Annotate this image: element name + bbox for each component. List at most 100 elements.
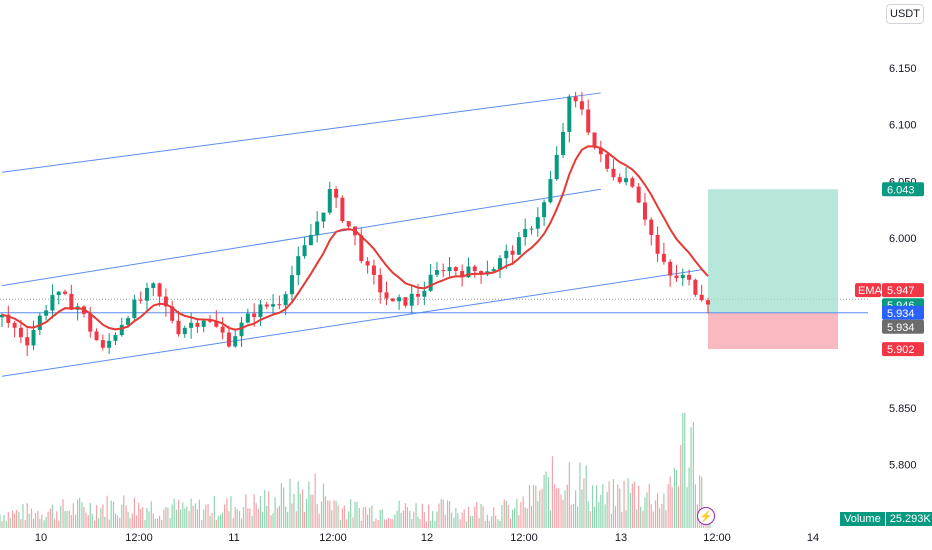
volume-bar <box>511 509 514 528</box>
candle <box>579 91 584 116</box>
volume-bar <box>621 511 623 528</box>
candle <box>144 282 149 312</box>
candle <box>157 282 162 307</box>
volume-bar <box>425 521 427 528</box>
candle-body <box>668 261 673 276</box>
candle <box>687 269 692 286</box>
currency-selector-button[interactable]: USDT <box>886 4 924 24</box>
time-axis[interactable]: 10 12:00 11 12:00 12 12:00 13 12:00 14 <box>35 532 819 544</box>
candle <box>441 263 446 278</box>
volume-bar <box>352 517 354 528</box>
volume-bar <box>93 520 96 528</box>
volume-bar <box>0 514 1 528</box>
volume-bar <box>638 485 640 528</box>
candle-body <box>44 310 49 316</box>
volume-bar <box>12 510 14 528</box>
candle <box>642 192 647 226</box>
candle <box>460 264 465 287</box>
volume-bar <box>301 489 304 528</box>
volume-bar <box>480 504 482 528</box>
ema-price-badge-bg <box>882 283 924 298</box>
entry-price-badge: 5.934 <box>887 308 915 320</box>
candle <box>283 291 288 316</box>
volume-bar <box>100 508 102 528</box>
candle-body <box>529 228 534 230</box>
volume-bar <box>606 491 608 528</box>
candle-body <box>327 188 332 213</box>
volume-bar <box>541 488 543 528</box>
volume-bar <box>532 484 535 528</box>
volume-bar <box>625 510 627 528</box>
volume-bar <box>154 518 156 528</box>
volume-bar <box>112 501 115 528</box>
candle-body <box>674 275 679 279</box>
candle-body <box>378 274 383 293</box>
candle-body <box>390 298 395 302</box>
candle-body <box>624 178 629 183</box>
volume-bar <box>249 508 251 528</box>
volume-bar <box>16 509 18 528</box>
candle <box>554 146 559 181</box>
candle-body <box>605 154 610 169</box>
volume-bar <box>400 513 402 528</box>
volume-bar <box>503 499 505 528</box>
volume-bar <box>171 504 173 528</box>
volume-bar <box>142 507 144 528</box>
volume-bar <box>184 508 186 528</box>
ema-line <box>1 145 709 331</box>
volume-bar <box>423 512 425 528</box>
channel-line-3 <box>1 269 702 377</box>
candle <box>327 181 332 215</box>
volume-bar <box>526 508 528 528</box>
volume-bar <box>411 518 413 528</box>
risk-reward-zones[interactable] <box>708 189 838 350</box>
candle <box>37 312 42 336</box>
candle <box>50 284 55 319</box>
x-tick-label: 12 <box>421 532 433 544</box>
candle <box>523 218 528 246</box>
y-tick-label: 6.000 <box>889 233 917 245</box>
volume-bar <box>72 503 74 528</box>
candle-body <box>384 292 389 299</box>
volume-bar <box>329 500 331 528</box>
volume-bar <box>566 484 568 528</box>
mark-price-badge-bg <box>882 319 924 334</box>
candle <box>271 294 276 314</box>
volume-bar <box>665 510 667 528</box>
candle <box>403 297 408 308</box>
volume-bar <box>169 517 171 528</box>
candle <box>598 140 603 163</box>
volume-bar <box>472 515 474 528</box>
volume-bar <box>453 517 455 528</box>
candle <box>75 303 80 321</box>
volume-bar <box>656 493 659 528</box>
candle-body <box>63 291 68 294</box>
volume-bar <box>43 520 45 528</box>
volume-bar <box>268 491 270 528</box>
volume-bar <box>547 477 550 528</box>
candle <box>239 317 244 348</box>
volume-bar <box>528 484 531 528</box>
volume-bar <box>587 501 589 528</box>
volume-bar <box>617 484 619 528</box>
candle-body <box>661 253 666 262</box>
candle <box>586 99 591 136</box>
volume-bar <box>28 513 30 528</box>
volume-bar <box>341 508 343 528</box>
volume-bar <box>53 518 56 528</box>
volume-bar <box>9 517 11 528</box>
volume-bar <box>671 487 673 528</box>
volume-bar <box>573 504 575 528</box>
volume-bar <box>64 511 66 528</box>
volume-bar <box>375 518 377 528</box>
lightning-icon[interactable]: ⚡ <box>697 507 715 525</box>
candle <box>561 122 566 159</box>
volume-bar <box>259 496 262 528</box>
candle-body <box>542 202 547 218</box>
volume-bar <box>663 493 665 528</box>
volume-bar <box>5 521 7 528</box>
volume-bar <box>278 505 280 528</box>
volume-bar <box>505 500 507 528</box>
